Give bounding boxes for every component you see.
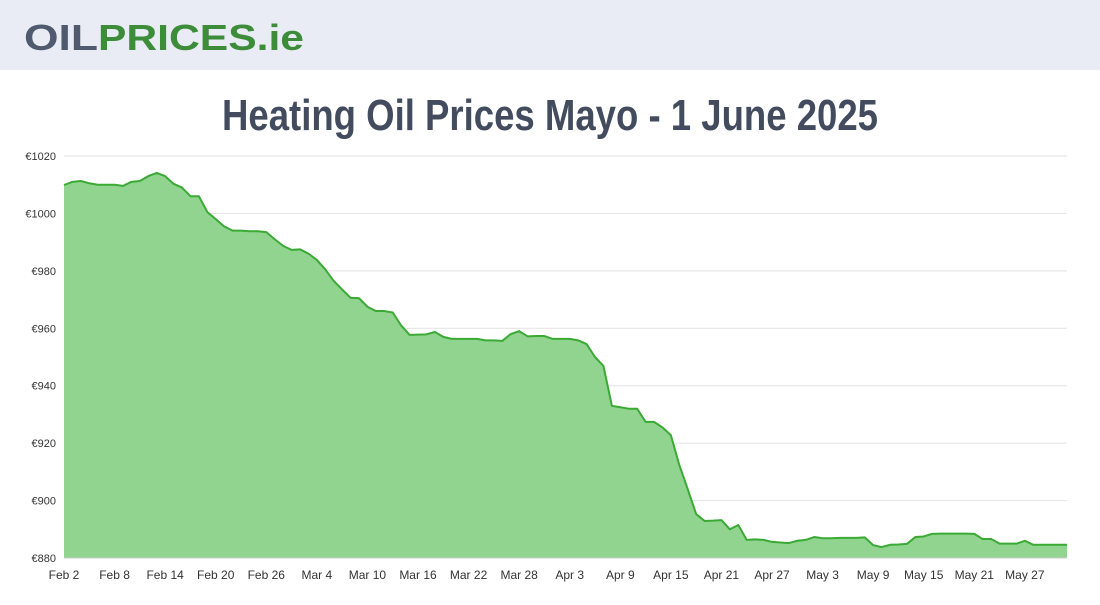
logo-green: PRICES.ie [98, 17, 304, 58]
y-tick-label: €960 [32, 323, 56, 335]
x-tick-label: Mar 22 [450, 568, 488, 582]
y-tick-label: €1020 [25, 151, 56, 163]
x-tick-label: Apr 27 [754, 568, 790, 582]
x-tick-label: Mar 28 [500, 568, 538, 582]
x-tick-label: Apr 3 [555, 568, 584, 582]
y-tick-label: €920 [32, 438, 56, 450]
chart-title: Heating Oil Prices Mayo - 1 June 2025 [222, 91, 878, 140]
y-tick-label: €880 [32, 553, 56, 565]
x-tick-label: May 27 [1005, 568, 1045, 582]
header-bar [0, 0, 1100, 70]
line [63, 171, 1067, 549]
y-tick-label: €1000 [25, 208, 56, 220]
x-tick-label: Feb 26 [248, 568, 286, 582]
x-tick-label: May 21 [955, 568, 995, 582]
x-tick-label: Feb 2 [49, 568, 80, 582]
x-tick-label: Apr 15 [653, 568, 689, 582]
x-tick-label: Apr 9 [606, 568, 635, 582]
x-tick-label: Mar 10 [349, 568, 387, 582]
x-tick-label: May 9 [857, 568, 890, 582]
x-tick-label: Feb 14 [146, 568, 184, 582]
area [64, 172, 1067, 558]
x-tick-label: Mar 4 [302, 568, 333, 582]
x-tick-label: Mar 16 [399, 568, 437, 582]
x-tick-label: May 15 [904, 568, 944, 582]
y-tick-label: €940 [32, 381, 56, 393]
y-tick-label: €980 [32, 266, 56, 278]
logo-dark: OIL [24, 17, 98, 58]
x-tick-label: Feb 8 [99, 568, 130, 582]
x-tick-label: Feb 20 [197, 568, 235, 582]
x-tick-label: May 3 [806, 568, 839, 582]
x-tick-label: Apr 21 [704, 568, 740, 582]
logo[interactable]: OILPRICES.ie [24, 17, 304, 58]
y-tick-label: €900 [32, 496, 56, 508]
